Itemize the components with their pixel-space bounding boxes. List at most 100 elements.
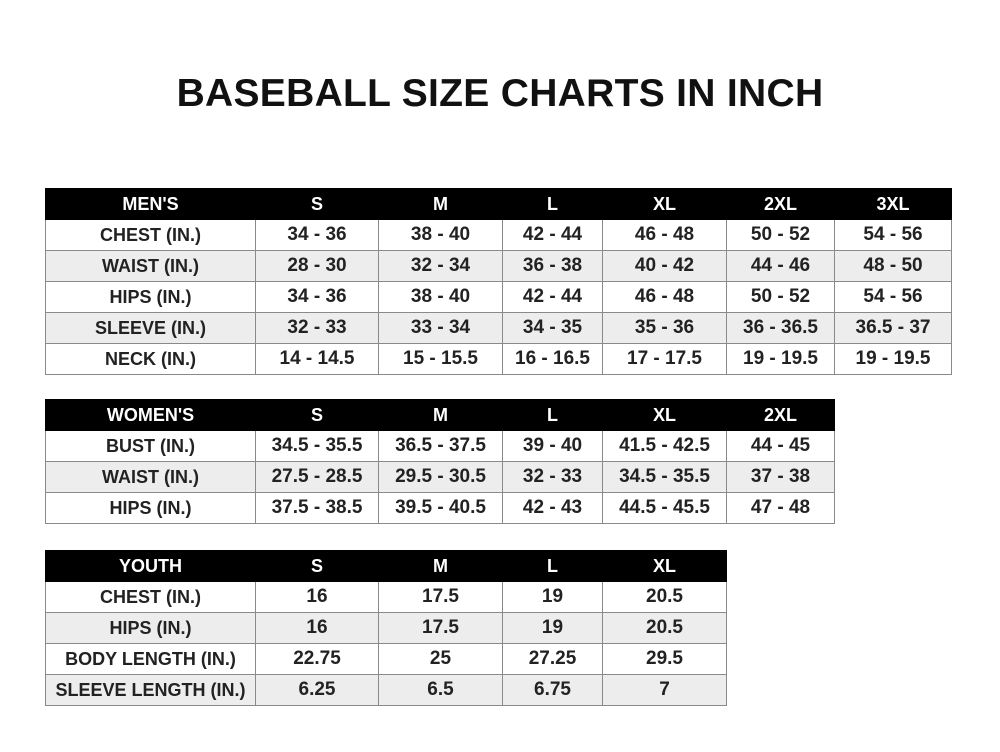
size-header: 3XL (834, 188, 952, 220)
size-value: 29.5 (602, 643, 727, 675)
size-value: 44 - 45 (726, 430, 835, 462)
size-value: 19 (502, 581, 603, 613)
size-value: 28 - 30 (255, 250, 379, 282)
size-header: 2XL (726, 188, 835, 220)
table-row: SLEEVE (IN.) 32 - 33 33 - 34 34 - 35 35 - 36… (45, 312, 952, 344)
size-value: 36 - 36.5 (726, 312, 835, 344)
category-header: YOUTH (45, 550, 256, 582)
table-row: HIPS (IN.) 16 17.5 19 20.5 (45, 612, 727, 644)
table-row: BUST (IN.) 34.5 - 35.5 36.5 - 37.5 39 - 40 4… (45, 430, 835, 462)
size-header: XL (602, 399, 727, 431)
measurement-label: HIPS (IN.) (45, 492, 256, 524)
table-header-row: WOMEN'S S M L XL 2XL (45, 399, 835, 431)
measurement-label: NECK (IN.) (45, 343, 256, 375)
size-value: 32 - 34 (378, 250, 503, 282)
size-value: 6.75 (502, 674, 603, 706)
table-header-row: YOUTH S M L XL (45, 550, 727, 582)
size-header: S (255, 550, 379, 582)
size-value: 38 - 40 (378, 219, 503, 251)
size-value: 42 - 44 (502, 281, 603, 313)
men-size-table: MEN'S S M L XL 2XL 3XL CHEST (IN.) 34 - 36 38 - 4… (45, 188, 952, 375)
size-value: 44.5 - 45.5 (602, 492, 727, 524)
size-value: 34.5 - 35.5 (255, 430, 379, 462)
size-header: L (502, 188, 603, 220)
measurement-label: HIPS (IN.) (45, 612, 256, 644)
size-value: 42 - 44 (502, 219, 603, 251)
size-value: 27.25 (502, 643, 603, 675)
measurement-label: SLEEVE LENGTH (IN.) (45, 674, 256, 706)
table-row: CHEST (IN.) 16 17.5 19 20.5 (45, 581, 727, 613)
size-value: 19 (502, 612, 603, 644)
size-value: 32 - 33 (255, 312, 379, 344)
page-title: BASEBALL SIZE CHARTS IN INCH (176, 72, 824, 115)
youth-size-table: YOUTH S M L XL CHEST (IN.) 16 17.5 19 20.5 HIPS (I… (45, 550, 727, 706)
size-value: 46 - 48 (602, 281, 727, 313)
size-header: M (378, 399, 503, 431)
size-header: L (502, 550, 603, 582)
measurement-label: BUST (IN.) (45, 430, 256, 462)
size-value: 50 - 52 (726, 281, 835, 313)
size-value: 37.5 - 38.5 (255, 492, 379, 524)
size-value: 34 - 35 (502, 312, 603, 344)
size-value: 6.5 (378, 674, 503, 706)
table-row: CHEST (IN.) 34 - 36 38 - 40 42 - 44 46 - 48 5… (45, 219, 952, 251)
table-row: SLEEVE LENGTH (IN.) 6.25 6.5 6.75 7 (45, 674, 727, 706)
category-header: WOMEN'S (45, 399, 256, 431)
measurement-label: SLEEVE (IN.) (45, 312, 256, 344)
size-value: 36 - 38 (502, 250, 603, 282)
size-value: 39 - 40 (502, 430, 603, 462)
size-value: 32 - 33 (502, 461, 603, 493)
size-value: 29.5 - 30.5 (378, 461, 503, 493)
measurement-label: HIPS (IN.) (45, 281, 256, 313)
size-value: 38 - 40 (378, 281, 503, 313)
size-header: S (255, 188, 379, 220)
size-value: 36.5 - 37.5 (378, 430, 503, 462)
size-value: 40 - 42 (602, 250, 727, 282)
size-value: 50 - 52 (726, 219, 835, 251)
size-value: 37 - 38 (726, 461, 835, 493)
size-value: 22.75 (255, 643, 379, 675)
size-value: 47 - 48 (726, 492, 835, 524)
table-row: HIPS (IN.) 34 - 36 38 - 40 42 - 44 46 - 48 50… (45, 281, 952, 313)
size-value: 34.5 - 35.5 (602, 461, 727, 493)
size-value: 6.25 (255, 674, 379, 706)
size-value: 27.5 - 28.5 (255, 461, 379, 493)
size-header: XL (602, 188, 727, 220)
measurement-label: BODY LENGTH (IN.) (45, 643, 256, 675)
category-header: MEN'S (45, 188, 256, 220)
size-header: M (378, 550, 503, 582)
size-value: 33 - 34 (378, 312, 503, 344)
size-value: 54 - 56 (834, 219, 952, 251)
size-header: L (502, 399, 603, 431)
size-value: 14 - 14.5 (255, 343, 379, 375)
size-value: 17.5 (378, 612, 503, 644)
measurement-label: WAIST (IN.) (45, 250, 256, 282)
size-value: 19 - 19.5 (834, 343, 952, 375)
size-value: 19 - 19.5 (726, 343, 835, 375)
size-value: 20.5 (602, 581, 727, 613)
table-row: WAIST (IN.) 27.5 - 28.5 29.5 - 30.5 32 - 33… (45, 461, 835, 493)
size-value: 16 - 16.5 (502, 343, 603, 375)
size-value: 16 (255, 581, 379, 613)
size-header: XL (602, 550, 727, 582)
size-value: 16 (255, 612, 379, 644)
size-value: 34 - 36 (255, 281, 379, 313)
size-value: 25 (378, 643, 503, 675)
size-value: 7 (602, 674, 727, 706)
women-size-table: WOMEN'S S M L XL 2XL BUST (IN.) 34.5 - 35.5 36.5… (45, 399, 835, 524)
measurement-label: WAIST (IN.) (45, 461, 256, 493)
size-header: S (255, 399, 379, 431)
size-value: 54 - 56 (834, 281, 952, 313)
size-value: 36.5 - 37 (834, 312, 952, 344)
size-value: 20.5 (602, 612, 727, 644)
size-value: 35 - 36 (602, 312, 727, 344)
size-value: 17 - 17.5 (602, 343, 727, 375)
size-value: 39.5 - 40.5 (378, 492, 503, 524)
table-row: WAIST (IN.) 28 - 30 32 - 34 36 - 38 40 - 42 4… (45, 250, 952, 282)
table-row: BODY LENGTH (IN.) 22.75 25 27.25 29.5 (45, 643, 727, 675)
table-row: HIPS (IN.) 37.5 - 38.5 39.5 - 40.5 42 - 43 4… (45, 492, 835, 524)
size-value: 17.5 (378, 581, 503, 613)
size-header: 2XL (726, 399, 835, 431)
measurement-label: CHEST (IN.) (45, 219, 256, 251)
size-header: M (378, 188, 503, 220)
